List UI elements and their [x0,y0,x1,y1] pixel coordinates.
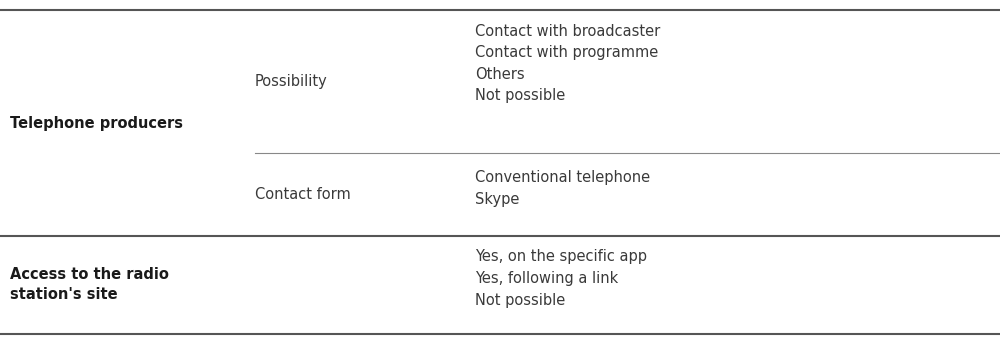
Text: Contact form: Contact form [255,187,351,202]
Text: Access to the radio
station's site: Access to the radio station's site [10,267,169,302]
Text: Contact with broadcaster
Contact with programme
Others
Not possible: Contact with broadcaster Contact with pr… [475,24,660,103]
Text: Possibility: Possibility [255,74,328,89]
Text: Telephone producers: Telephone producers [10,116,183,130]
Text: Conventional telephone
Skype: Conventional telephone Skype [475,170,650,207]
Text: Yes, on the specific app
Yes, following a link
Not possible: Yes, on the specific app Yes, following … [475,249,647,308]
